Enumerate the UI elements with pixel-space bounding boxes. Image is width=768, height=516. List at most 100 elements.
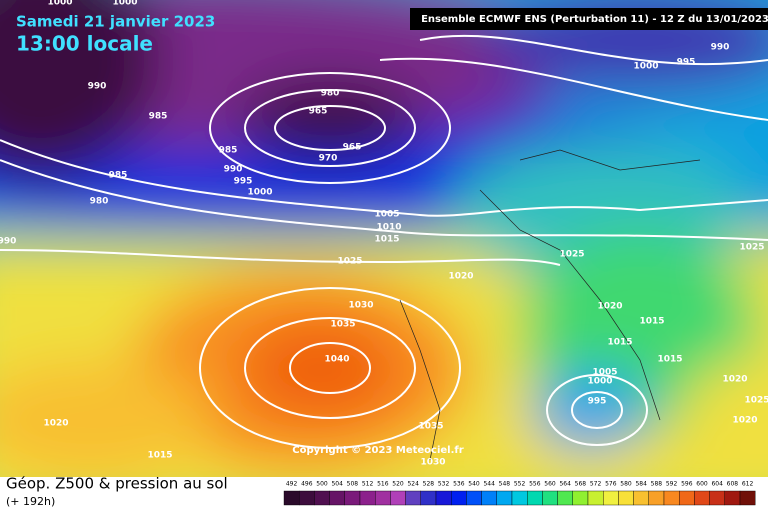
scale-swatch bbox=[679, 490, 695, 506]
scale-label: 548 bbox=[499, 481, 511, 488]
scale-swatch bbox=[451, 490, 467, 506]
isobar-label: 990 bbox=[0, 237, 16, 247]
scale-label: 508 bbox=[347, 481, 359, 488]
scale-swatch bbox=[359, 490, 376, 506]
scale-label: 524 bbox=[407, 481, 419, 488]
run-banner bbox=[410, 8, 768, 30]
scale-label: 536 bbox=[453, 481, 465, 488]
isobar-label: 1015 bbox=[639, 317, 664, 327]
isobar-label: 1020 bbox=[448, 272, 473, 282]
isobar-label: 990 bbox=[88, 82, 107, 92]
isobar-label: 1030 bbox=[348, 301, 373, 311]
isobars bbox=[0, 34, 768, 449]
scale-label: 532 bbox=[438, 481, 450, 488]
isobar-label: 985 bbox=[149, 112, 168, 122]
isobar-label: 1015 bbox=[607, 338, 632, 348]
scale-swatch bbox=[496, 490, 513, 506]
scale-swatch bbox=[739, 490, 756, 506]
scale-swatch bbox=[557, 490, 573, 506]
scale-swatch bbox=[344, 490, 361, 506]
scale-label: 576 bbox=[605, 481, 617, 488]
scale-label: 596 bbox=[681, 481, 693, 488]
isobar-label: 995 bbox=[588, 397, 607, 407]
scale-label: 568 bbox=[575, 481, 587, 488]
scale-swatch bbox=[283, 490, 300, 506]
scale-label: 592 bbox=[666, 481, 678, 488]
scale-label: 516 bbox=[377, 481, 389, 488]
isobar-label: 985 bbox=[219, 146, 238, 156]
scale-label: 604 bbox=[711, 481, 723, 488]
isobar-label: 965 bbox=[309, 107, 328, 117]
run-info: Ensemble ECMWF ENS (Perturbation 11) - 1… bbox=[421, 14, 768, 25]
isobar-label: 1015 bbox=[147, 451, 172, 461]
isobar-label: 1030 bbox=[420, 458, 445, 468]
isobar-labels: 1000 1000 990 985 980 965 965 970 985 990 995 1000 9… bbox=[0, 0, 768, 468]
scale-swatch bbox=[375, 490, 391, 506]
isobar-label: 980 bbox=[321, 89, 340, 99]
isobar-label: 1005 bbox=[592, 368, 617, 378]
scale-label: 556 bbox=[529, 481, 541, 488]
scale-label: 528 bbox=[423, 481, 435, 488]
scale-swatch bbox=[542, 490, 558, 506]
isobar-label: 985 bbox=[109, 171, 128, 181]
isobar-label: 980 bbox=[90, 197, 109, 207]
scale-label: 580 bbox=[620, 481, 632, 488]
time: 13:00 locale bbox=[16, 32, 153, 56]
scale-swatch bbox=[511, 490, 528, 506]
isobar-label: 990 bbox=[224, 165, 243, 175]
isobar-label: 1005 bbox=[374, 210, 399, 220]
scale-label: 560 bbox=[544, 481, 556, 488]
scale-swatch bbox=[329, 490, 346, 506]
scale-label: 600 bbox=[696, 481, 708, 488]
scale-swatch bbox=[633, 490, 649, 506]
scale-swatch bbox=[466, 490, 482, 506]
scale-label: 588 bbox=[651, 481, 663, 488]
isobar-label: 1000 bbox=[247, 188, 272, 198]
scale-label: 512 bbox=[362, 481, 374, 488]
scale-swatch bbox=[314, 490, 330, 506]
scale-swatch bbox=[390, 490, 406, 506]
isobar-label: 995 bbox=[677, 58, 696, 68]
scale-label: 492 bbox=[286, 481, 298, 488]
scale-label: 608 bbox=[727, 481, 739, 488]
scale-label: 544 bbox=[483, 481, 495, 488]
isobar-label: 1000 bbox=[112, 0, 137, 8]
isobar-label: 1000 bbox=[633, 62, 658, 72]
scale-swatch bbox=[572, 490, 589, 506]
coastlines bbox=[399, 149, 701, 461]
scale-swatch bbox=[481, 490, 498, 506]
scale-label: 496 bbox=[301, 481, 313, 488]
isobar-label: 1000 bbox=[587, 377, 612, 387]
isobar-label: 1025 bbox=[559, 250, 584, 260]
footer-title: Géop. Z500 & pression au sol bbox=[6, 475, 228, 493]
isobar-label: 1025 bbox=[739, 243, 764, 253]
scale-swatch bbox=[587, 490, 604, 506]
isobar-label: 1020 bbox=[43, 419, 68, 429]
scale-swatch bbox=[709, 490, 725, 506]
scale-label: 612 bbox=[742, 481, 754, 488]
isobar-label: 1015 bbox=[374, 235, 399, 245]
scale-label: 540 bbox=[468, 481, 480, 488]
scale-swatch bbox=[603, 490, 619, 506]
date: Samedi 21 janvier 2023 bbox=[16, 13, 215, 31]
scale-swatch bbox=[299, 490, 315, 506]
scale-swatch bbox=[405, 490, 422, 506]
color-scale: 492 496 500 504 508 512 516 520 524 528 532 536 540 5… bbox=[283, 481, 756, 506]
isobar-label: 970 bbox=[319, 154, 338, 164]
isobar-label: 990 bbox=[711, 43, 730, 53]
isobar-label: 965 bbox=[343, 143, 362, 153]
scale-label: 552 bbox=[514, 481, 526, 488]
isobar-label: 1020 bbox=[732, 416, 757, 426]
isobar-label: 1040 bbox=[324, 355, 349, 365]
scale-label: 564 bbox=[559, 481, 571, 488]
isobar-label: 1010 bbox=[376, 223, 401, 233]
scale-swatch bbox=[724, 490, 741, 506]
footer-lead: (+ 192h) bbox=[6, 495, 55, 508]
scale-swatch bbox=[420, 490, 437, 506]
scale-swatch bbox=[694, 490, 710, 506]
isobar-label: 1015 bbox=[657, 355, 682, 365]
isobar-label: 1035 bbox=[330, 320, 355, 330]
scale-swatch bbox=[648, 490, 665, 506]
scale-swatch bbox=[527, 490, 543, 506]
